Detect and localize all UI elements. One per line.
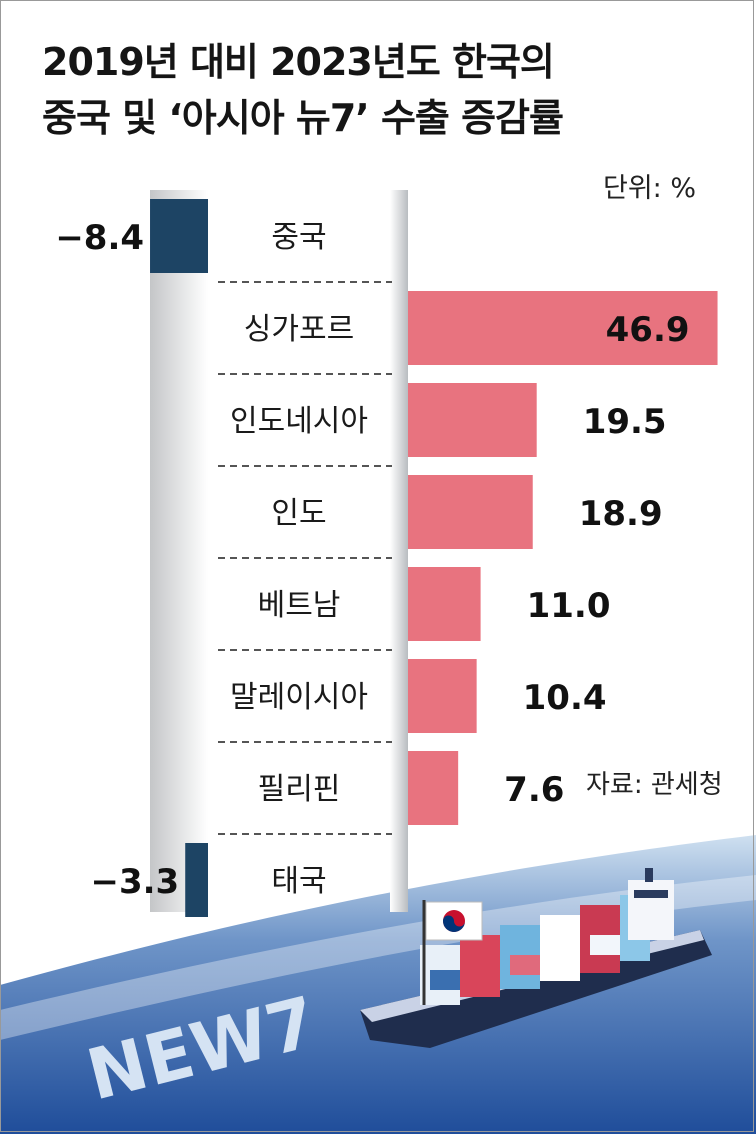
- bar-row-7: [408, 751, 459, 825]
- right-axis-band: [390, 190, 408, 912]
- value-labels: −8.4 46.9 19.5 18.9 11.0 10.4 7.6 −3.3: [55, 218, 689, 902]
- bar-row-4: [408, 475, 533, 549]
- category-label-row-7: 필리핀: [258, 772, 341, 807]
- bars-group: [150, 199, 718, 917]
- left-axis-band: [150, 190, 208, 912]
- unit-label: 단위: %: [602, 173, 696, 204]
- bar-row-8: [185, 843, 208, 917]
- value-label-row-1: −8.4: [55, 218, 144, 258]
- bar-row-1: [150, 199, 208, 273]
- sea-background: [0, 835, 756, 1134]
- value-label-row-5: 11.0: [527, 586, 611, 626]
- value-label-row-7: 7.6: [504, 770, 564, 810]
- value-label-row-2: 46.9: [606, 310, 690, 350]
- row-dividers: [218, 281, 392, 835]
- category-label-row-5: 베트남: [258, 588, 341, 623]
- source-note: 자료: 관세청: [586, 770, 723, 800]
- value-label-row-8: −3.3: [91, 862, 180, 902]
- category-label-row-2: 싱가포르: [244, 312, 354, 347]
- category-label-row-4: 인도: [271, 496, 326, 531]
- value-label-row-3: 19.5: [583, 402, 667, 442]
- korean-flag-icon: [422, 900, 483, 1005]
- bar-row-3: [408, 383, 537, 457]
- category-label-row-8: 태국: [271, 864, 326, 899]
- value-label-row-6: 10.4: [523, 678, 607, 718]
- chart-title-line1: 2019년 대비 2023년도 한국의: [42, 40, 555, 84]
- chart-title-line2: 중국 및 ‘아시아 뉴7’ 수출 증감률: [42, 96, 564, 140]
- value-label-row-4: 18.9: [579, 494, 663, 534]
- bar-row-6: [408, 659, 477, 733]
- bar-row-2: [408, 291, 718, 365]
- category-label-row-3: 인도네시아: [230, 404, 368, 439]
- category-label-row-1: 중국: [271, 220, 326, 255]
- category-label-row-6: 말레이시아: [230, 680, 368, 715]
- bar-row-5: [408, 567, 481, 641]
- chart-title: 2019년 대비 2023년도 한국의 중국 및 ‘아시아 뉴7’ 수출 증감률: [42, 34, 732, 146]
- ship-bridge: [628, 868, 674, 940]
